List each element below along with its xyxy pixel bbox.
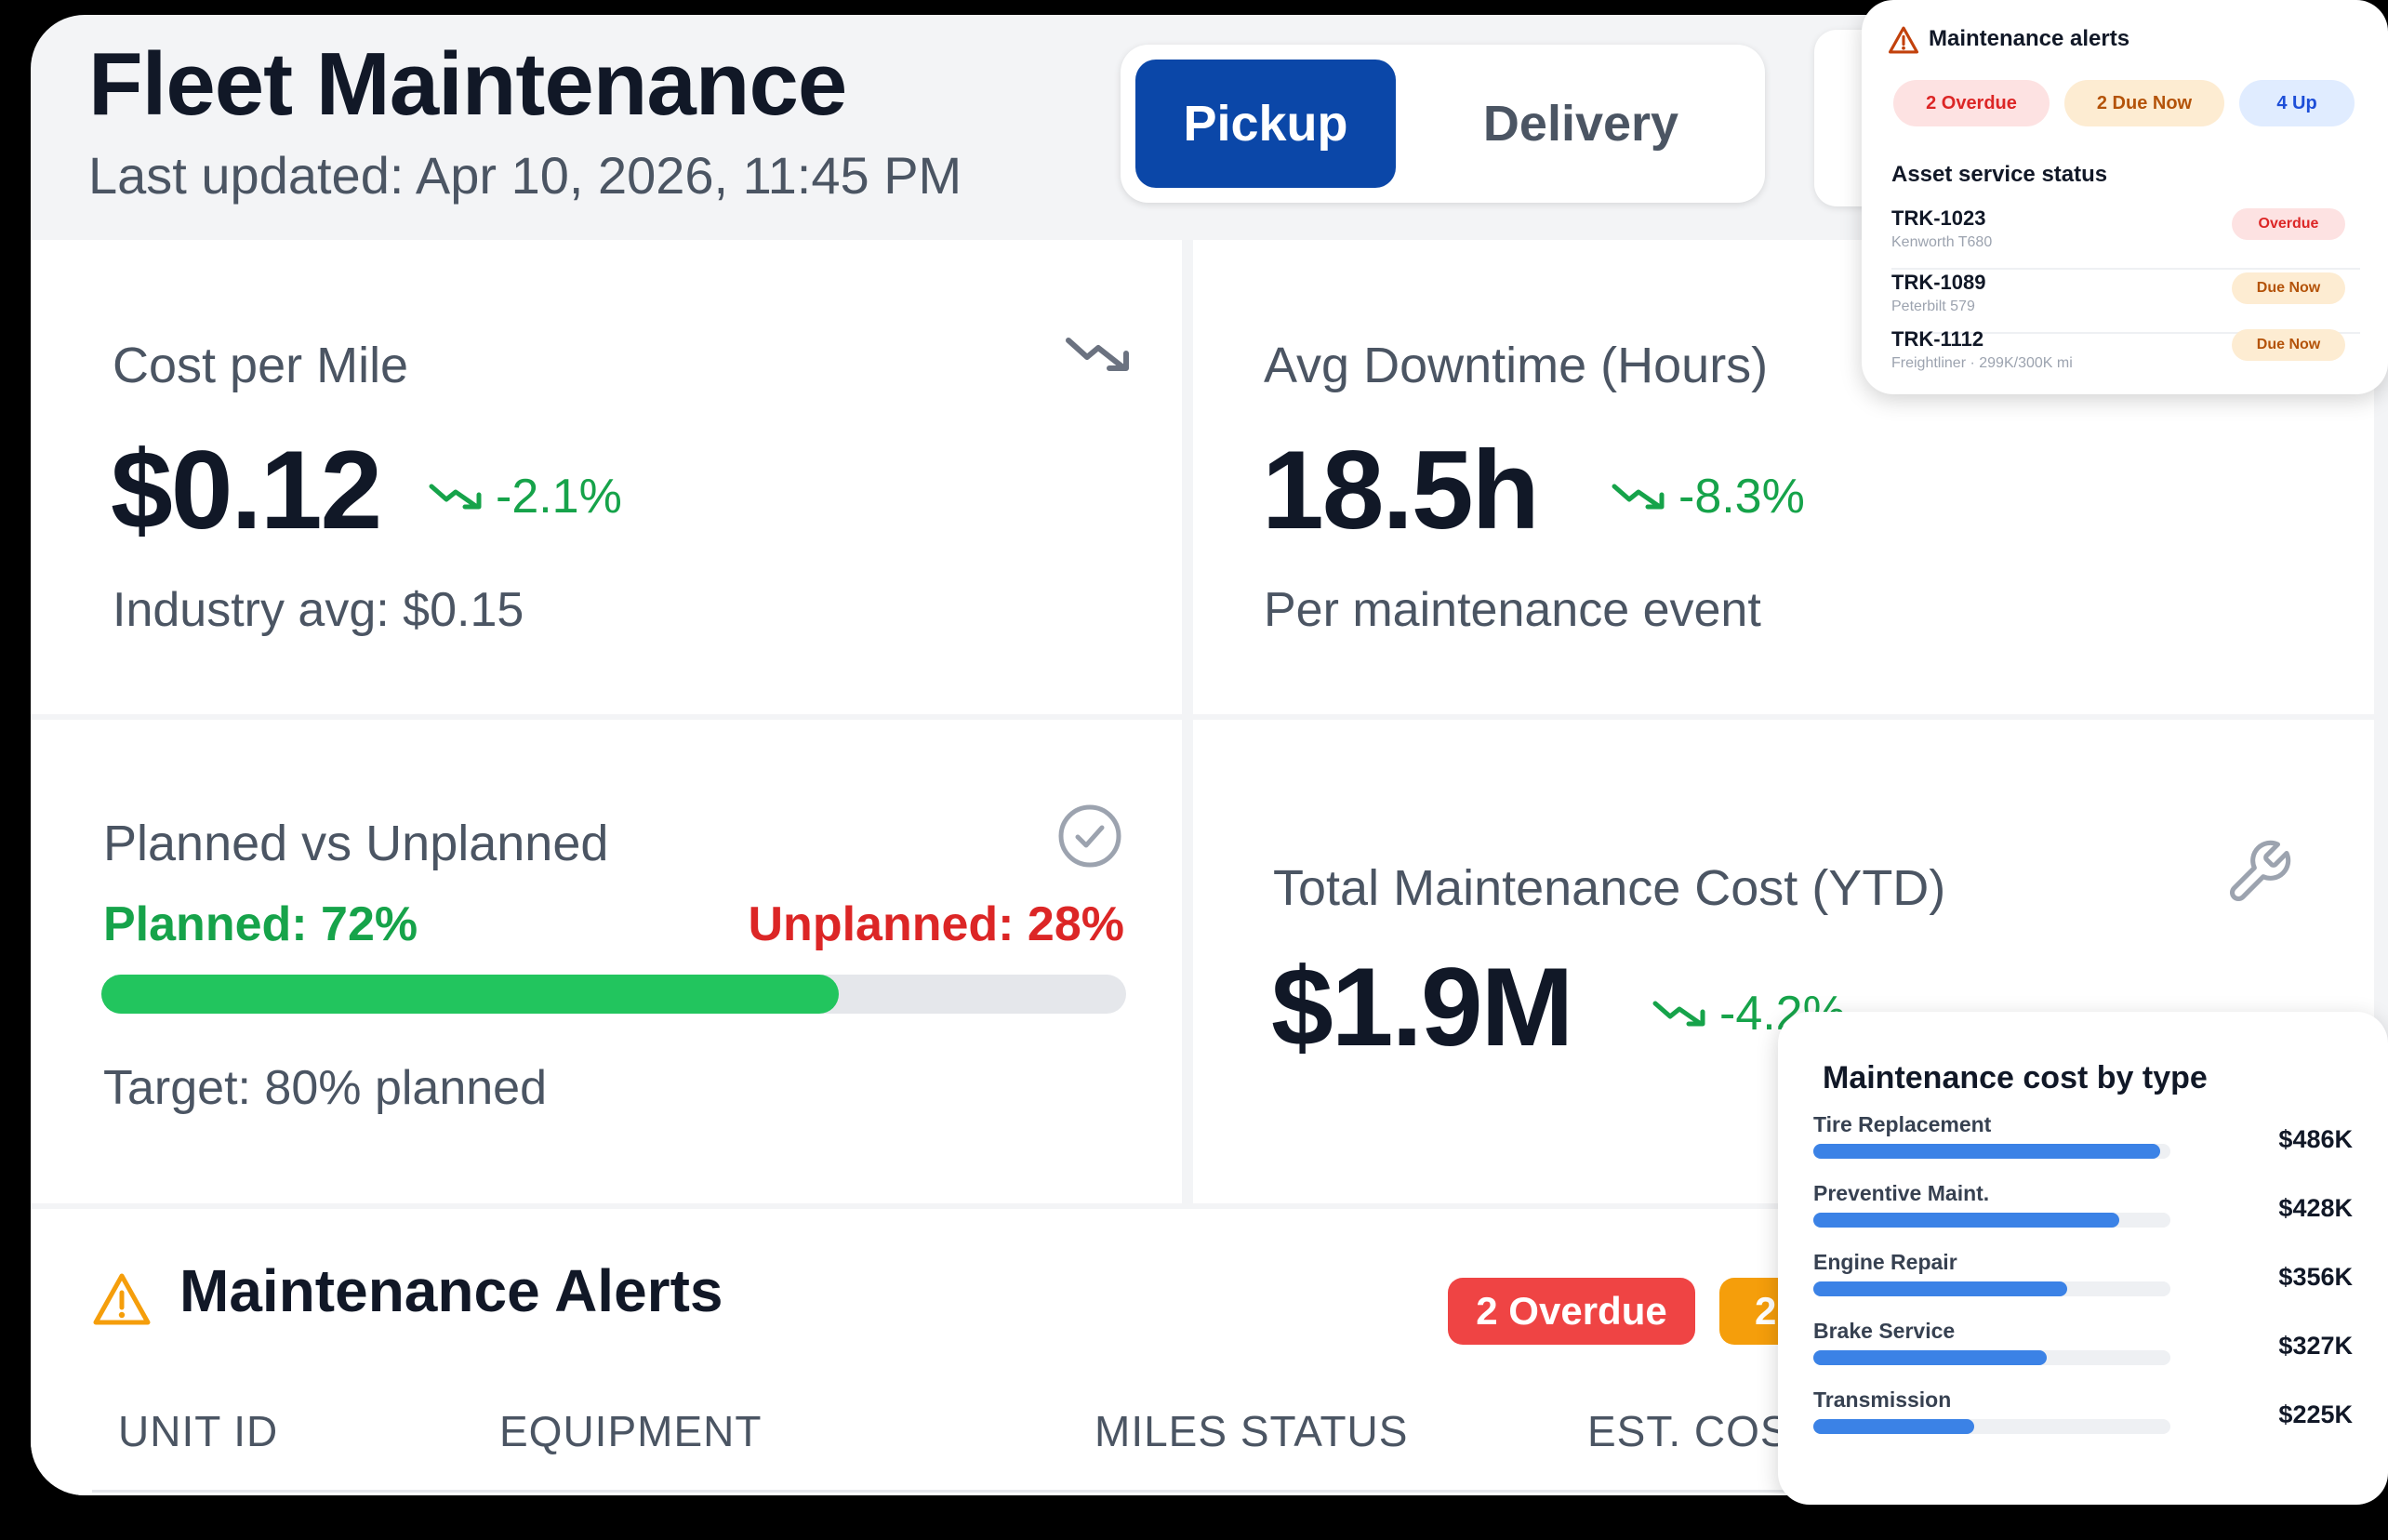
wrench-icon bbox=[2223, 837, 2294, 912]
cost-row: Transmission $225K bbox=[1813, 1387, 2353, 1453]
cost-value: $428K bbox=[2278, 1194, 2353, 1222]
asset-id: TRK-1089 bbox=[1891, 271, 1986, 294]
warning-icon bbox=[1888, 26, 1919, 59]
cost-bar-track bbox=[1813, 1144, 2170, 1159]
overdue-pill[interactable]: 2 Overdue bbox=[1448, 1278, 1695, 1345]
cost-bar-track bbox=[1813, 1213, 2170, 1228]
cost-value: $356K bbox=[2278, 1263, 2353, 1291]
cost-row: Brake Service $327K bbox=[1813, 1319, 2353, 1384]
mode-toggle: Pickup Delivery bbox=[1121, 45, 1765, 203]
cost-row: Preventive Maint. $428K bbox=[1813, 1181, 2353, 1246]
cost-row: Engine Repair $356K bbox=[1813, 1250, 2353, 1315]
asset-id: TRK-1112 bbox=[1891, 327, 1984, 351]
kpi-value: $1.9M bbox=[1271, 945, 1574, 1069]
kpi-label: Cost per Mile bbox=[113, 338, 409, 393]
trending-down-icon bbox=[1612, 469, 1665, 524]
trending-down-icon bbox=[1652, 986, 1706, 1042]
cost-bar bbox=[1813, 1281, 2068, 1296]
kpi-value: 18.5h bbox=[1262, 428, 1540, 552]
due-now-mini-pill[interactable]: 2 Due Now bbox=[2064, 80, 2224, 126]
cost-label: Brake Service bbox=[1813, 1319, 1956, 1343]
cost-bar-track bbox=[1813, 1419, 2170, 1434]
status-badge: Due Now bbox=[2232, 272, 2345, 304]
asset-model: Kenworth T680 bbox=[1891, 234, 1993, 250]
upcoming-mini-pill[interactable]: 4 Up bbox=[2239, 80, 2355, 126]
cost-bar bbox=[1813, 1350, 2048, 1365]
asset-row[interactable]: TRK-1112 Freightliner · 299K/300K mi Due… bbox=[1891, 327, 2360, 389]
kpi-label: Planned vs Unplanned bbox=[103, 816, 609, 871]
last-updated: Last updated: Apr 10, 2026, 11:45 PM bbox=[88, 146, 962, 205]
cost-value: $486K bbox=[2278, 1125, 2353, 1153]
table-divider bbox=[92, 1490, 2324, 1493]
asset-row[interactable]: TRK-1023 Kenworth T680 Overdue bbox=[1891, 206, 2360, 270]
asset-model: Freightliner · 299K/300K mi bbox=[1891, 355, 2073, 371]
cost-row: Tire Replacement $486K bbox=[1813, 1112, 2353, 1177]
cost-bar-track bbox=[1813, 1281, 2170, 1296]
status-badge: Overdue bbox=[2232, 208, 2345, 240]
planned-progress-bar bbox=[101, 975, 1126, 1014]
cost-label: Preventive Maint. bbox=[1813, 1181, 1990, 1205]
asset-id: TRK-1023 bbox=[1891, 206, 1986, 230]
pickup-tab[interactable]: Pickup bbox=[1135, 60, 1396, 188]
kpi-label: Total Maintenance Cost (YTD) bbox=[1273, 860, 1946, 916]
trending-down-icon bbox=[1065, 333, 1132, 380]
unplanned-percent: Unplanned: 28% bbox=[748, 897, 1125, 951]
column-header-est-cost[interactable]: EST. COS bbox=[1587, 1407, 1790, 1455]
cost-bar-track bbox=[1813, 1350, 2170, 1365]
kpi-subtext: Per maintenance event bbox=[1264, 583, 1761, 637]
alerts-title: Maintenance Alerts bbox=[179, 1257, 723, 1324]
maintenance-alerts-popup: Maintenance alerts 2 Overdue 2 Due Now 4… bbox=[1862, 0, 2388, 394]
popup-title: Maintenance cost by type bbox=[1823, 1060, 2208, 1095]
cost-bar bbox=[1813, 1144, 2161, 1159]
status-badge: Due Now bbox=[2232, 329, 2345, 361]
planned-progress-fill bbox=[101, 975, 840, 1014]
trending-down-icon bbox=[429, 469, 483, 524]
cost-by-type-popup: Maintenance cost by type Tire Replacemen… bbox=[1778, 1012, 2388, 1505]
warning-icon bbox=[92, 1272, 152, 1331]
overdue-mini-pill[interactable]: 2 Overdue bbox=[1893, 80, 2050, 126]
kpi-card-cost-per-mile: Cost per Mile $0.12 -2.1% Industry avg: … bbox=[31, 240, 1182, 714]
asset-status-heading: Asset service status bbox=[1891, 162, 2108, 187]
kpi-card-planned-vs-unplanned: Planned vs Unplanned Planned: 72% Unplan… bbox=[31, 720, 1182, 1203]
cost-label: Engine Repair bbox=[1813, 1250, 1957, 1274]
column-header-miles-status[interactable]: MILES STATUS bbox=[1094, 1407, 1409, 1455]
kpi-label: Avg Downtime (Hours) bbox=[1264, 338, 1769, 393]
delivery-tab[interactable]: Delivery bbox=[1482, 96, 1679, 152]
check-circle-icon bbox=[1057, 803, 1122, 873]
asset-model: Peterbilt 579 bbox=[1891, 299, 1975, 314]
cost-value: $327K bbox=[2278, 1332, 2353, 1360]
kpi-subtext: Target: 80% planned bbox=[103, 1061, 548, 1115]
kpi-delta-value: -8.3% bbox=[1678, 470, 1805, 524]
cost-value: $225K bbox=[2278, 1401, 2353, 1428]
page-title: Fleet Maintenance bbox=[88, 34, 847, 134]
column-header-unit-id[interactable]: UNIT ID bbox=[118, 1407, 279, 1455]
kpi-delta-value: -2.1% bbox=[496, 470, 622, 524]
popup-title: Maintenance alerts bbox=[1929, 26, 2130, 51]
cost-bar bbox=[1813, 1419, 1974, 1434]
cost-label: Transmission bbox=[1813, 1387, 1952, 1412]
kpi-delta: -2.1% bbox=[429, 469, 622, 524]
cost-bar bbox=[1813, 1213, 2119, 1228]
kpi-value: $0.12 bbox=[111, 428, 382, 552]
column-header-equipment[interactable]: EQUIPMENT bbox=[499, 1407, 763, 1455]
cost-label: Tire Replacement bbox=[1813, 1112, 1992, 1136]
asset-row[interactable]: TRK-1089 Peterbilt 579 Due Now bbox=[1891, 271, 2360, 334]
kpi-subtext: Industry avg: $0.15 bbox=[113, 583, 524, 637]
kpi-delta: -8.3% bbox=[1612, 469, 1805, 524]
planned-percent: Planned: 72% bbox=[103, 897, 418, 951]
